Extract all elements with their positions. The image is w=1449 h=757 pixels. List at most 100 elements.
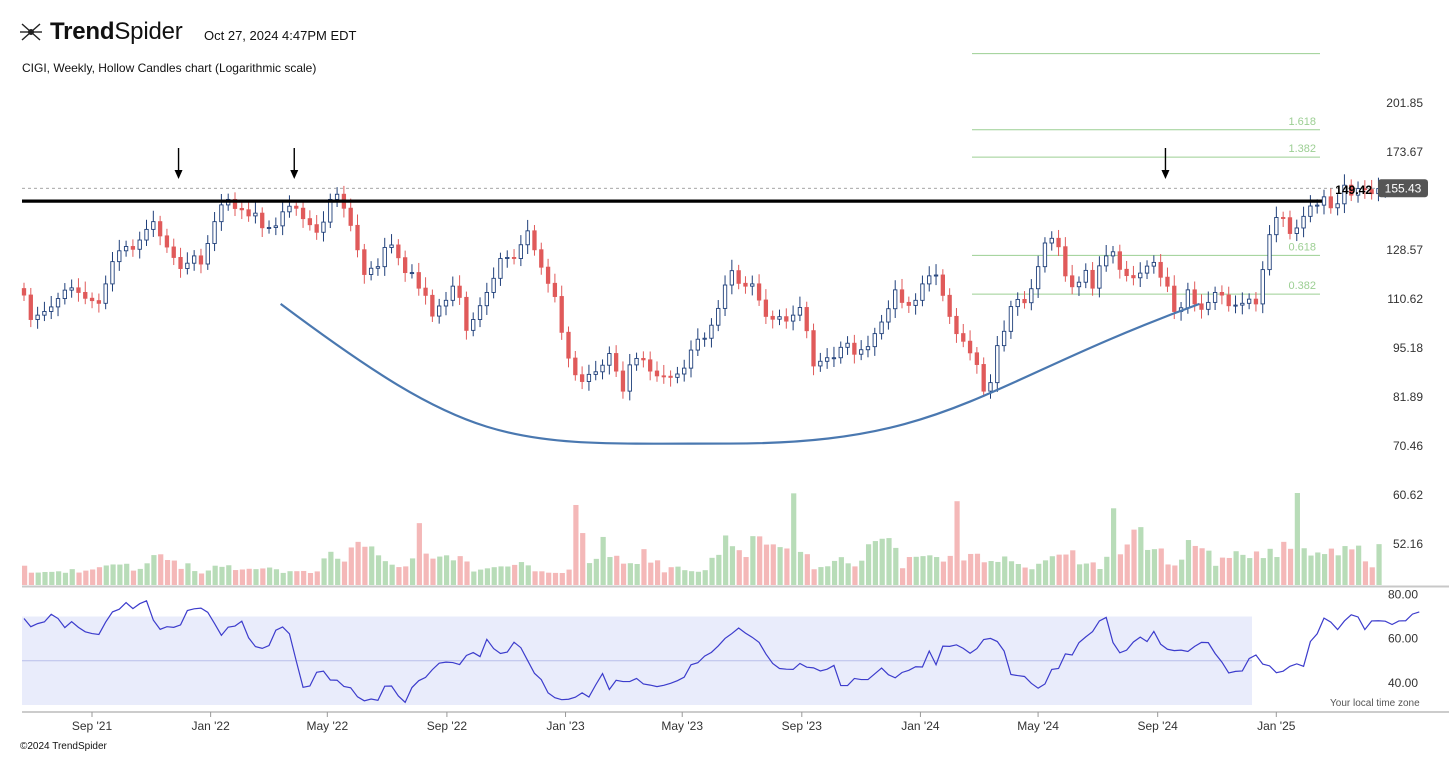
candle (457, 275, 462, 305)
candle (198, 248, 204, 274)
volume-bar (845, 563, 851, 585)
candle (750, 275, 755, 296)
candle (1110, 245, 1116, 264)
candle-body (1246, 298, 1252, 304)
volume-bar (723, 535, 729, 585)
candle (491, 267, 496, 299)
candle-body (954, 315, 959, 335)
candle-body (171, 246, 176, 258)
candle (899, 278, 905, 309)
candle-body (586, 373, 592, 382)
candle (1301, 206, 1306, 238)
volume-bar (1362, 561, 1369, 585)
volume-bar (1179, 559, 1185, 585)
candle (307, 210, 313, 231)
candle-body (1362, 188, 1367, 191)
candle (797, 296, 803, 322)
volume-bar (443, 555, 450, 585)
candle-body (28, 294, 33, 320)
candle (1144, 260, 1150, 280)
volume-bar (1240, 554, 1246, 585)
candle (920, 275, 925, 307)
candle (1063, 237, 1068, 282)
candle (1056, 229, 1061, 256)
volume-bar (1008, 561, 1015, 585)
volume-bar (1083, 563, 1089, 585)
volume-bar (1002, 556, 1008, 585)
price-axis-label: 70.46 (1393, 439, 1423, 453)
candle-body (736, 270, 741, 284)
candle-body (797, 307, 803, 316)
candle-body (1342, 184, 1347, 205)
candle-body (389, 244, 394, 248)
candle (477, 297, 483, 328)
volume-bar (552, 572, 559, 585)
volume-bar (491, 567, 497, 585)
candle-body (920, 283, 925, 301)
candle-body (824, 357, 830, 362)
volume-bar (287, 571, 293, 585)
volume-bar (1213, 565, 1219, 585)
candle (852, 334, 857, 364)
volume-bar (934, 557, 940, 585)
candle-body (280, 211, 285, 227)
volume-bar (614, 555, 620, 585)
volume-bar (437, 556, 443, 585)
candle-body (42, 311, 47, 316)
candle-body (355, 224, 360, 251)
volume-bar (164, 560, 171, 585)
candle-body (1015, 298, 1020, 308)
candle (212, 212, 217, 252)
volume-bar (797, 551, 804, 585)
candle (688, 340, 694, 378)
volume-bar (42, 571, 48, 585)
price-axis-label: 95.18 (1393, 341, 1423, 355)
volume-bar (301, 570, 307, 585)
volume-bar (1206, 550, 1212, 585)
candle (178, 247, 183, 278)
volume-bar (110, 564, 116, 585)
candle (1355, 181, 1361, 203)
candle-body (688, 349, 694, 369)
candle-body (675, 373, 680, 378)
candle-body (1308, 205, 1313, 217)
candle (171, 238, 176, 266)
candle-body (76, 287, 81, 293)
volume-bar (586, 563, 593, 585)
candle-body (532, 230, 537, 251)
x-axis-label: Jan '25 (1257, 719, 1296, 733)
volume-bar (600, 536, 606, 585)
candle (716, 300, 721, 332)
candle (1267, 225, 1272, 276)
volume-bar (212, 565, 218, 585)
volume-bar (484, 568, 491, 585)
candle (988, 374, 993, 399)
axes: 201.85 173.67 128.57 110.62 95.18 81.89 70.46 6… (22, 96, 1449, 733)
candle-body (1335, 203, 1340, 209)
candle (1321, 189, 1327, 215)
volume-bar (641, 549, 647, 585)
candle-body (852, 342, 857, 355)
candle (1097, 256, 1102, 298)
candle-body (266, 227, 272, 229)
candle (117, 239, 122, 271)
candle (1165, 267, 1170, 293)
candle-body (1110, 251, 1116, 257)
volume-bar (321, 558, 327, 585)
volume-bar (695, 571, 702, 585)
candle (164, 228, 170, 253)
volume-bar (450, 560, 456, 585)
candle (1212, 286, 1218, 310)
volume-bar (995, 561, 1001, 585)
candle (1287, 210, 1293, 240)
candle-body (940, 274, 945, 296)
candle-body (579, 374, 585, 382)
volume-bar (736, 550, 742, 585)
candle (511, 249, 517, 265)
volume-bar (893, 547, 899, 585)
x-axis-label: Sep '21 (72, 719, 113, 733)
candle-body (1192, 289, 1197, 305)
candle (1015, 292, 1020, 316)
candle (185, 252, 190, 275)
candle (1219, 285, 1225, 305)
